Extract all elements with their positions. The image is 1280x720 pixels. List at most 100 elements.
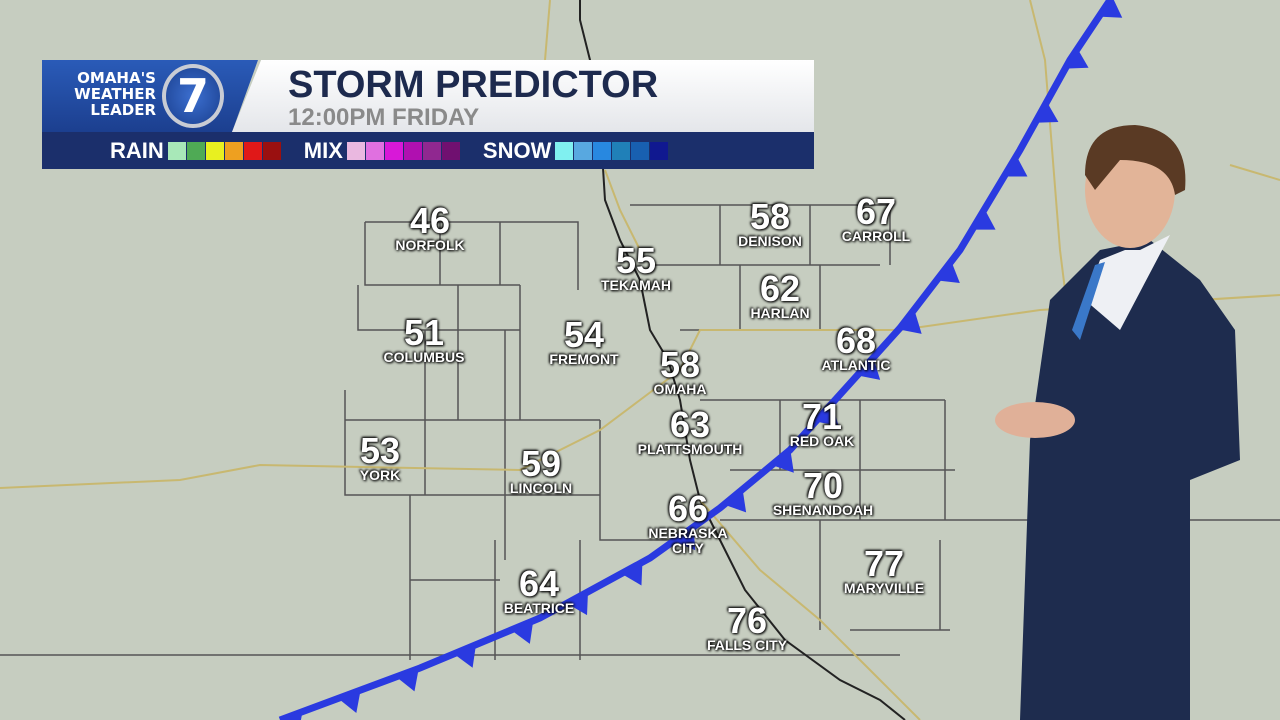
city-name: SHENANDOAH (772, 502, 874, 518)
channel-7-icon: 7 (162, 64, 224, 128)
front-triangle (857, 357, 881, 380)
legend-swatch (422, 141, 441, 160)
front-triangle (566, 591, 588, 616)
front-triangle (396, 668, 419, 692)
legend-swatch (205, 141, 224, 160)
front-triangle (771, 449, 794, 473)
city-name: CARROLL (841, 228, 911, 244)
city-name: LINCOLN (509, 480, 573, 496)
front-triangle (1004, 155, 1028, 177)
city-temp: 62 (759, 268, 801, 309)
city-name: FALLS CITY (706, 637, 788, 653)
city-temp: 68 (835, 320, 877, 361)
legend-swatch (365, 141, 384, 160)
logo-line2: WEATHER (74, 85, 156, 103)
city-fremont: 54 FREMONT (549, 314, 619, 367)
city-name: HARLAN (750, 305, 810, 321)
city-beatrice: 64 BEATRICE (504, 563, 575, 616)
forecast-time: 12:00PM FRIDAY (288, 104, 480, 131)
page-title: STORM PREDICTOR (288, 64, 659, 106)
city-temp: 46 (409, 200, 451, 241)
legend-swatch (346, 141, 365, 160)
legend-swatch (555, 141, 574, 160)
city-name: NORFOLK (395, 237, 465, 253)
front-triangle (511, 620, 534, 644)
legend-swatch (224, 141, 243, 160)
city-temp: 63 (669, 404, 711, 445)
city-name: PLATTSMOUTH (637, 441, 743, 457)
city-temp: 55 (615, 240, 657, 281)
front-triangle (815, 403, 839, 426)
title-box: STORM PREDICTOR 12:00PM FRIDAY (232, 60, 814, 132)
front-triangle (673, 526, 696, 551)
city-name: COLUMBUS (383, 349, 465, 365)
front-triangle (898, 311, 922, 334)
city-atlantic: 68 ATLANTIC (821, 320, 891, 373)
legend-swatch (441, 141, 460, 160)
front-triangle (1035, 101, 1059, 123)
city-temp: 53 (359, 430, 401, 471)
city-name: DENISON (738, 233, 802, 249)
city-temp: 51 (403, 312, 445, 353)
city-name: ATLANTIC (821, 357, 891, 373)
front-triangle (453, 644, 476, 668)
city-temp: 67 (855, 191, 897, 232)
storm-predictor-banner: OMAHA'S WEATHER LEADER 7 STORM PREDICTOR… (42, 60, 814, 170)
legend-label: MIX (303, 137, 343, 163)
precip-legend: RAIN MIX SNOW (42, 132, 814, 169)
logo-line1: OMAHA'S (77, 69, 156, 87)
legend-swatch (384, 141, 403, 160)
legend-swatch (403, 141, 422, 160)
front-line (278, 0, 1113, 720)
meteorologist (995, 125, 1240, 720)
city-plattsmouth: 63 PLATTSMOUTH (637, 404, 743, 457)
front-triangle (1098, 0, 1123, 18)
city-norfolk: 46 NORFOLK (395, 200, 465, 253)
legend-swatch (593, 141, 612, 160)
city-name: FREMONT (549, 351, 619, 367)
legend-swatch (262, 141, 281, 160)
legend-label: RAIN (110, 137, 164, 163)
city-temp: 59 (520, 443, 562, 484)
front-triangle (338, 690, 361, 713)
city-tekamah: 55 TEKAMAH (601, 240, 671, 293)
city-name: MARYVILLE (843, 580, 925, 596)
logo-line3: LEADER (90, 101, 156, 119)
front-triangle (621, 562, 643, 586)
cold-front (278, 0, 1123, 720)
city-temp: 77 (863, 543, 905, 584)
city-name: RED OAK (789, 433, 855, 449)
city-temp: 70 (802, 465, 844, 506)
city-name: NEBRASKA CITY (648, 525, 728, 556)
city-temp: 54 (563, 314, 605, 355)
legend-label: SNOW (482, 137, 552, 163)
legend-swatch (186, 141, 205, 160)
city-red-oak: 71 RED OAK (789, 396, 855, 449)
legend-swatch (167, 141, 186, 160)
city-york: 53 YORK (359, 430, 401, 483)
city-name: OMAHA (653, 381, 707, 397)
city-columbus: 51 COLUMBUS (383, 312, 465, 365)
city-name: TEKAMAH (601, 277, 671, 293)
city-temp: 64 (518, 563, 560, 604)
city-denison: 58 DENISON (738, 199, 802, 249)
front-triangle (936, 261, 960, 284)
city-carroll: 67 CARROLL (841, 191, 911, 244)
city-maryville: 77 MARYVILLE (843, 543, 925, 596)
city-name: YORK (359, 467, 401, 483)
legend-swatch (631, 141, 650, 160)
station-logo: OMAHA'S WEATHER LEADER 7 (42, 60, 258, 132)
city-temp: 76 (726, 600, 768, 641)
legend-swatch (612, 141, 631, 160)
front-triangle (972, 209, 996, 230)
city-shenandoah: 70 SHENANDOAH (772, 465, 874, 518)
city-omaha: 58 OMAHA (653, 344, 707, 397)
city-temp: 58 (659, 344, 701, 385)
front-triangle (1065, 47, 1089, 69)
legend-snow: SNOW (483, 138, 669, 164)
city-temp: 71 (801, 396, 843, 437)
front-triangle (280, 711, 303, 720)
city-falls-city: 76 FALLS CITY (706, 600, 788, 653)
